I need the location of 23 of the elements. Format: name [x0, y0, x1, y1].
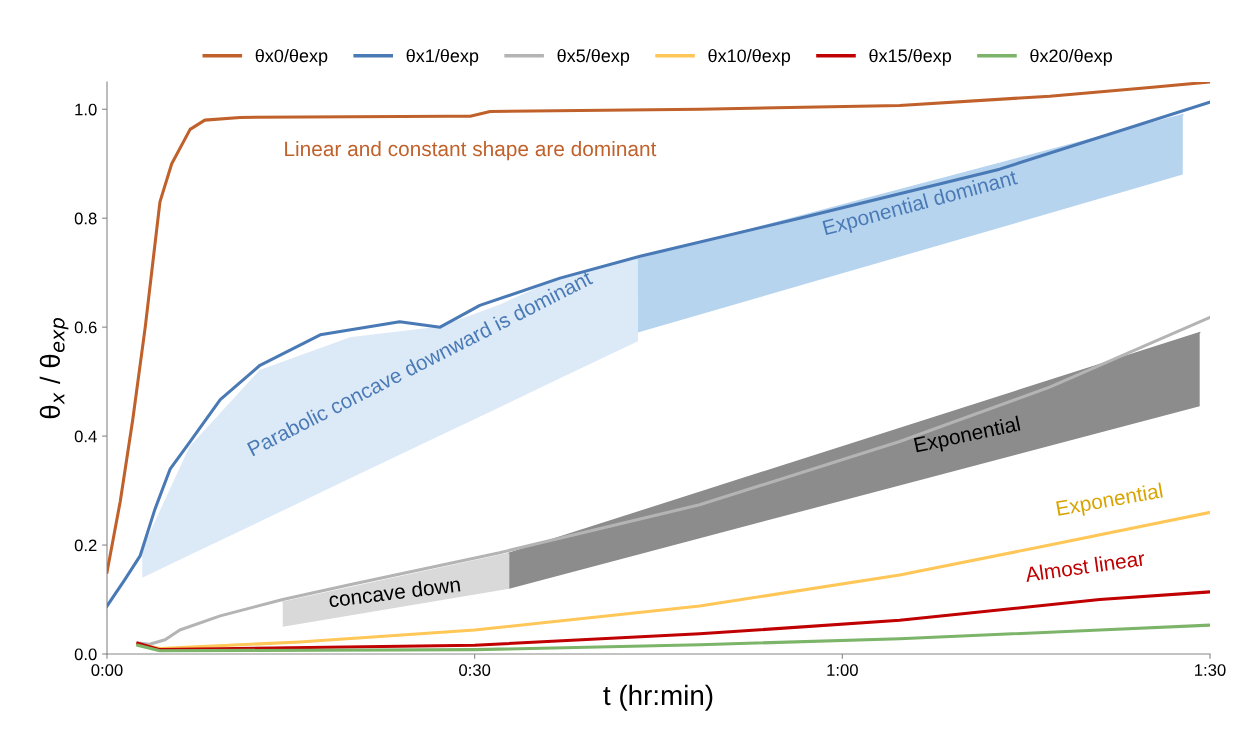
annotation: Linear and constant shape are dominant	[285, 140, 657, 161]
y-tick-label: 1.0	[75, 103, 97, 116]
legend-label: θx1/θexp	[406, 48, 479, 66]
legend-label: θx20/θexp	[1030, 48, 1113, 66]
annotation: Exponential	[1056, 482, 1164, 520]
x-tick-label: 1:00	[827, 664, 858, 676]
x-tick-label: 0:30	[459, 664, 491, 676]
annotation: Almost linear	[1024, 550, 1146, 583]
y-tick-label: 0.4	[74, 430, 97, 443]
x-tick-label: 1:30	[1195, 664, 1226, 676]
y-tick-label: 0.6	[74, 321, 97, 334]
legend-label: θx15/θexp	[869, 48, 952, 66]
line-series	[136, 623, 1210, 653]
y-tick-label: 0.0	[74, 648, 97, 661]
legend-label: θx5/θexp	[557, 48, 630, 66]
x-axis-title: t (hr:min)	[603, 684, 713, 711]
y-tick-label: 0.2	[74, 539, 97, 552]
x-tick-label: 0:00	[91, 664, 123, 676]
legend-label: θx0/θexp	[255, 48, 328, 66]
legend-label: θx10/θexp	[708, 48, 791, 66]
annotation: concave down	[328, 576, 461, 608]
y-axis-title: θ$_{x}$ / θ$_{exp}$	[39, 318, 69, 419]
y-tick-label: 0.8	[74, 212, 97, 225]
